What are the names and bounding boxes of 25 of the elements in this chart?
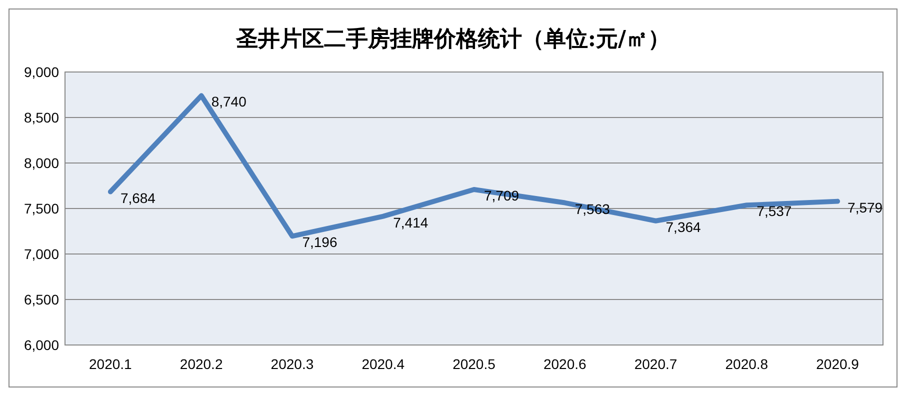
chart-title: 圣井片区二手房挂牌价格统计（单位:元/㎡） <box>234 26 670 52</box>
data-label: 7,364 <box>666 218 702 235</box>
x-tick-label: 2020.5 <box>452 356 496 372</box>
y-tick-label: 7,000 <box>24 246 60 262</box>
x-tick-label: 2020.3 <box>270 356 314 372</box>
data-label: 7,579 <box>848 199 883 216</box>
y-tick-label: 7,500 <box>24 200 60 216</box>
y-tick-label: 8,500 <box>24 110 60 126</box>
x-tick-label: 2020.9 <box>816 356 860 372</box>
data-label: 8,740 <box>211 94 247 110</box>
y-tick-label: 9,000 <box>24 64 60 80</box>
y-tick-label: 6,500 <box>24 292 60 308</box>
data-label: 7,537 <box>756 203 792 220</box>
x-tick-label: 2020.6 <box>543 356 587 372</box>
y-tick-label: 6,000 <box>24 337 60 353</box>
x-tick-label: 2020.2 <box>180 356 223 372</box>
data-label: 7,414 <box>393 214 428 230</box>
x-tick-label: 2020.4 <box>362 356 405 372</box>
x-tick-label: 2020.1 <box>89 356 132 372</box>
x-tick-label: 2020.8 <box>725 356 768 372</box>
data-label: 7,196 <box>302 234 338 250</box>
y-tick-label: 8,000 <box>24 155 60 171</box>
data-label: 7,709 <box>484 187 520 204</box>
data-label: 7,684 <box>120 190 156 206</box>
x-tick-label: 2020.7 <box>634 356 678 372</box>
